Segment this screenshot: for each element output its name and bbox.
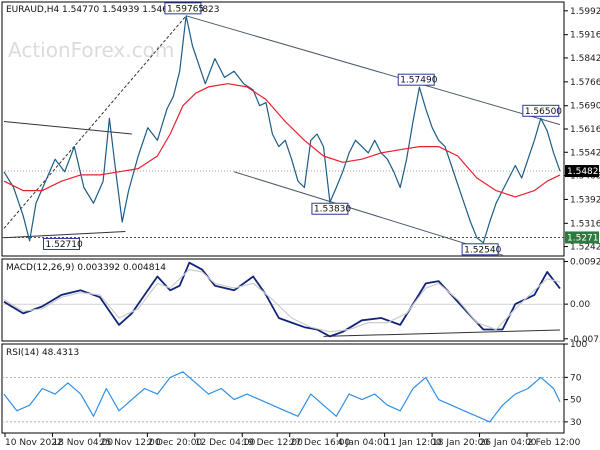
x-tick-label: 4 Jan 04:00 <box>337 438 389 448</box>
trendline <box>185 15 561 126</box>
y-tick-label: 1.53920 <box>570 195 600 205</box>
rsi-panel <box>1 343 565 434</box>
macd-panel <box>1 258 565 342</box>
y-tick-label: 0.009263 <box>570 257 600 267</box>
price-annotation-box <box>164 2 202 15</box>
watermark: ActionForex.com <box>8 38 174 62</box>
y-tick-label: 1.58420 <box>570 54 600 64</box>
price-annotation-label: 1.52540 <box>464 245 501 255</box>
trendline <box>3 15 187 229</box>
macd-header: MACD(12,26,9) 0.003392 0.004814 <box>6 263 166 273</box>
price-annotation-box <box>397 73 435 86</box>
price-annotation-box <box>311 202 349 215</box>
y-tick-label: 1.52420 <box>570 243 600 253</box>
series-line <box>3 269 561 333</box>
y-tick-label: 50 <box>570 396 582 406</box>
support-price-tag <box>565 231 599 244</box>
macd-layer <box>2 261 564 338</box>
axes-layer: 1.59920 1.59160 1.58420 1.57660 1.56900 1.561… <box>4 7 600 448</box>
x-tick-label: 2 Feb 12:00 <box>527 438 581 448</box>
x-tick-label: 11 Jan 12:00 <box>385 438 442 448</box>
price-annotation-box <box>43 237 81 250</box>
trendline <box>233 171 503 256</box>
price-annotation-label: 1.53830 <box>314 205 351 215</box>
y-tick-label: -0.007517 <box>570 335 600 345</box>
x-tick-label: 19 Dec 12:00 <box>242 438 303 448</box>
y-tick-label: 0.00 <box>570 300 590 310</box>
y-tick-label: 100 <box>570 340 587 350</box>
current-price-label: 1.54823 <box>567 167 600 177</box>
y-tick-label: 1.59920 <box>570 7 600 17</box>
y-tick-label: 1.53160 <box>570 219 600 229</box>
price-annotation-label: 1.56500 <box>525 107 562 117</box>
y-tick-label: 1.56900 <box>570 102 600 112</box>
y-tick-label: 1.55420 <box>570 148 600 158</box>
trendline <box>3 230 126 239</box>
price-annotation-label: 1.52710 <box>46 240 83 250</box>
price-annotation-box <box>461 243 499 256</box>
x-tick-label: 25 Nov 12:00 <box>100 438 161 448</box>
current-price-tag <box>565 165 599 178</box>
x-tick-label: 27 Dec 16:00 <box>290 438 351 448</box>
y-tick-label: 1.57660 <box>570 78 600 88</box>
y-tick-label: 70 <box>570 373 582 383</box>
x-tick-label: 18 Nov 04:00 <box>52 438 113 448</box>
y-tick-label: 1.56160 <box>570 125 600 135</box>
x-tick-label: 26 Jan 04:00 <box>480 438 537 448</box>
y-tick-label: 1.59160 <box>570 31 600 41</box>
rsi-header: RSI(14) 48.4313 <box>6 348 79 358</box>
price-annotation-label: 1.57490 <box>400 76 437 86</box>
trendline <box>323 329 561 337</box>
y-tick-label: 30 <box>570 418 582 428</box>
rsi-layer <box>2 371 564 423</box>
series-line <box>3 83 561 198</box>
price-annotation-label: 1.59765 <box>167 4 204 14</box>
x-tick-label: 10 Nov 2022 <box>5 438 63 448</box>
series-line <box>3 261 561 338</box>
price-layer: 1.59765 1.57490 1.56500 1.53830 1.52540 1.527… <box>2 2 564 256</box>
price-annotation-box <box>522 104 560 117</box>
price-header: EURAUD,H4 1.54770 1.54939 1.54624 1.5482… <box>6 5 220 15</box>
x-tick-label: 12 Dec 04:00 <box>195 438 256 448</box>
x-tick-label: 18 Jan 20:00 <box>432 438 489 448</box>
x-tick-label: 2 Dec 20:00 <box>147 438 202 448</box>
series-line <box>3 371 561 423</box>
support-price-label: 1.52710 <box>567 233 600 243</box>
